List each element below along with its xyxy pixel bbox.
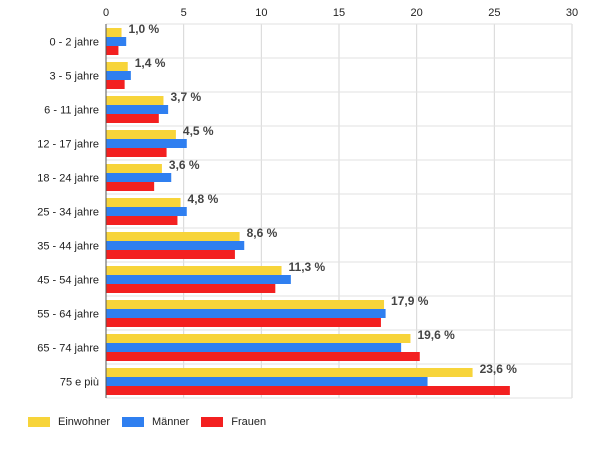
bar-frauen bbox=[106, 148, 167, 157]
data-label: 17,9 % bbox=[391, 294, 429, 308]
bar-mnner bbox=[106, 377, 428, 386]
category-label: 12 - 17 jahre bbox=[37, 139, 99, 151]
data-label: 11,3 % bbox=[289, 260, 326, 274]
category-label: 6 - 11 jahre bbox=[44, 105, 99, 117]
data-label: 3,7 % bbox=[170, 90, 201, 104]
bar-frauen bbox=[106, 284, 276, 293]
bar-frauen bbox=[106, 80, 125, 89]
category-labels: 0 - 2 jahre 3 - 5 jahre 6 - 11 jahre 12 - 1… bbox=[37, 37, 99, 389]
bars bbox=[106, 28, 510, 395]
bar-einwohner bbox=[106, 368, 473, 377]
bar-mnner bbox=[106, 343, 402, 352]
bar-frauen bbox=[106, 182, 155, 191]
legend-label-frauen: Frauen bbox=[231, 416, 267, 428]
bar-mnner bbox=[106, 275, 291, 284]
category-label: 75 e più bbox=[60, 377, 99, 389]
bar-frauen bbox=[106, 114, 159, 123]
data-label: 8,6 % bbox=[247, 226, 278, 240]
category-label: 65 - 74 jahre bbox=[37, 343, 99, 355]
category-label: 55 - 64 jahre bbox=[37, 309, 99, 321]
data-label: 4,5 % bbox=[183, 124, 214, 138]
x-tick-label: 10 bbox=[255, 7, 267, 19]
bar-mnner bbox=[106, 173, 172, 182]
bar-einwohner bbox=[106, 232, 240, 241]
bar-frauen bbox=[106, 352, 420, 361]
bar-mnner bbox=[106, 139, 187, 148]
x-tick-label: 30 bbox=[566, 7, 578, 19]
bar-mnner bbox=[106, 309, 386, 318]
x-tick-label: 25 bbox=[488, 7, 500, 19]
data-label: 3,6 % bbox=[169, 158, 200, 172]
legend-item-maenner: Männer bbox=[121, 416, 190, 428]
bar-frauen bbox=[106, 216, 178, 225]
category-label: 25 - 34 jahre bbox=[37, 207, 99, 219]
x-axis-ticks: 0 5 10 15 20 25 30 bbox=[103, 7, 578, 19]
legend-label-maenner: Männer bbox=[151, 416, 190, 428]
bar-einwohner bbox=[106, 334, 411, 343]
legend-swatch-einwohner bbox=[28, 417, 50, 427]
x-tick-label: 20 bbox=[411, 7, 423, 19]
x-tick-label: 0 bbox=[103, 7, 109, 19]
data-label: 1,4 % bbox=[135, 56, 166, 70]
bar-mnner bbox=[106, 37, 127, 46]
category-label: 0 - 2 jahre bbox=[49, 37, 99, 49]
data-label: 19,6 % bbox=[417, 328, 455, 342]
bar-frauen bbox=[106, 250, 235, 259]
legend-swatch-maenner bbox=[121, 417, 144, 427]
category-label: 35 - 44 jahre bbox=[37, 241, 99, 253]
legend-item-einwohner: Einwohner bbox=[28, 416, 110, 428]
bar-frauen bbox=[106, 318, 381, 327]
category-label: 18 - 24 jahre bbox=[37, 173, 99, 185]
legend-label-einwohner: Einwohner bbox=[58, 416, 110, 428]
x-tick-label: 15 bbox=[333, 7, 345, 19]
bar-einwohner bbox=[106, 300, 385, 309]
data-label: 1,0 % bbox=[129, 22, 160, 36]
data-label: 23,6 % bbox=[480, 362, 518, 376]
legend: Einwohner Männer Frauen bbox=[28, 416, 278, 428]
data-labels: 1,0 % 1,4 % 3,7 % 4,5 % 3,6 % 4,8 % 8,6 % 11,3 … bbox=[129, 22, 518, 376]
bar-einwohner bbox=[106, 130, 176, 139]
bar-mnner bbox=[106, 105, 169, 114]
bar-einwohner bbox=[106, 266, 282, 275]
bar-einwohner bbox=[106, 62, 128, 71]
bar-frauen bbox=[106, 46, 119, 55]
bar-mnner bbox=[106, 71, 131, 80]
gridlines bbox=[105, 23, 573, 399]
bar-frauen bbox=[106, 386, 510, 395]
data-label: 4,8 % bbox=[188, 192, 219, 206]
bar-einwohner bbox=[106, 198, 181, 207]
legend-item-frauen: Frauen bbox=[201, 416, 266, 428]
bar-mnner bbox=[106, 241, 245, 250]
category-label: 3 - 5 jahre bbox=[49, 71, 99, 83]
x-tick-label: 5 bbox=[181, 7, 187, 19]
bar-einwohner bbox=[106, 164, 162, 173]
bar-einwohner bbox=[106, 28, 122, 37]
bar-mnner bbox=[106, 207, 187, 216]
bar-einwohner bbox=[106, 96, 164, 105]
legend-swatch-frauen bbox=[201, 417, 224, 427]
category-label: 45 - 54 jahre bbox=[37, 275, 99, 287]
